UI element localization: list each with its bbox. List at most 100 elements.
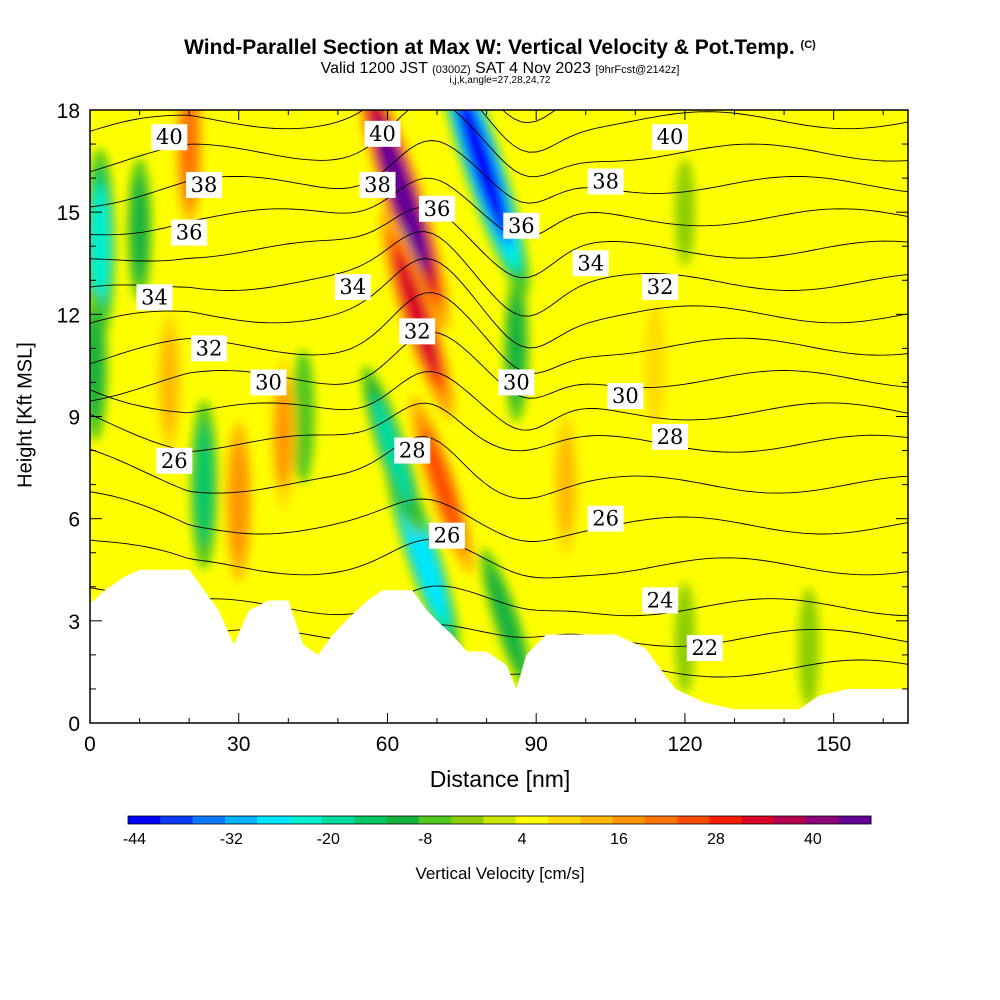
y-tick-label: 18	[57, 100, 80, 123]
svg-text:22: 22	[691, 636, 718, 660]
velocity-cell	[90, 310, 105, 421]
theta-contour	[90, 371, 908, 431]
contour-label: 30	[607, 383, 644, 410]
svg-text:38: 38	[191, 173, 218, 197]
colorbar-swatch	[806, 816, 840, 824]
theta-contour	[90, 206, 908, 279]
colorbar-swatch	[677, 816, 710, 824]
contour-label: 30	[250, 369, 287, 396]
colorbar-swatch	[774, 816, 807, 824]
svg-text:34: 34	[577, 251, 604, 275]
velocity-cell	[160, 330, 179, 435]
colorbar-swatch	[612, 816, 646, 824]
contour-label: 32	[642, 274, 679, 301]
x-tick-label: 0	[84, 733, 96, 756]
colorbar-swatch	[386, 816, 420, 824]
colorbar-swatch	[515, 816, 549, 824]
svg-text:34: 34	[141, 285, 168, 309]
contour-label: 24	[642, 587, 679, 614]
contour-label: 26	[428, 522, 465, 549]
contour-label: 32	[399, 318, 436, 345]
contour-label: 28	[652, 423, 689, 450]
contour-label: 22	[686, 635, 723, 662]
svg-text:26: 26	[592, 507, 619, 531]
colorbar-swatch	[192, 816, 226, 824]
velocity-cell	[644, 302, 667, 429]
colorbar-swatch	[160, 816, 194, 824]
svg-text:26: 26	[161, 449, 188, 473]
y-tick-label: 15	[57, 202, 80, 225]
contour-label: 28	[394, 437, 431, 464]
contour-label: 34	[572, 250, 609, 277]
chart-indices: i,j,k,angle=27,28,24,72	[449, 75, 551, 86]
svg-text:36: 36	[508, 214, 535, 238]
colorbar-tick-label: -44	[123, 831, 146, 848]
y-tick-label: 3	[68, 611, 80, 634]
svg-text:40: 40	[156, 125, 183, 149]
svg-text:30: 30	[612, 384, 639, 408]
svg-text:28: 28	[657, 425, 684, 449]
y-tick-label: 12	[57, 304, 80, 327]
theta-contour	[90, 538, 908, 579]
velocity-cell	[373, 396, 412, 505]
svg-text:32: 32	[404, 319, 431, 343]
colorbar-tick-label: 40	[804, 831, 822, 848]
theta-contour	[90, 110, 908, 178]
svg-text:28: 28	[399, 439, 426, 463]
x-tick-label: 30	[227, 733, 250, 756]
velocity-cell	[674, 158, 695, 266]
velocity-cell	[421, 428, 463, 541]
svg-text:32: 32	[196, 336, 223, 360]
svg-text:30: 30	[503, 370, 530, 394]
svg-text:40: 40	[369, 122, 396, 146]
colorbar-swatch	[224, 816, 258, 824]
theta-contour	[90, 585, 908, 617]
colorbar-swatch	[418, 816, 452, 824]
y-tick-label: 0	[68, 713, 80, 736]
contour-label: 40	[151, 124, 188, 151]
colorbar-swatch	[128, 816, 161, 824]
contour-label: 26	[156, 447, 193, 474]
contour-label: 30	[498, 369, 535, 396]
theta-contour	[90, 140, 908, 208]
svg-text:34: 34	[339, 275, 366, 299]
contour-label: 38	[359, 171, 396, 198]
contour-label: 26	[587, 505, 624, 532]
velocity-cell	[90, 184, 110, 309]
svg-text:36: 36	[176, 221, 203, 245]
velocity-cell	[395, 252, 440, 377]
colorbar-swatch	[483, 816, 517, 824]
theta-contour	[90, 402, 908, 453]
svg-text:30: 30	[255, 370, 282, 394]
x-tick-label: 60	[376, 733, 399, 756]
colorbar-swatch	[838, 816, 872, 824]
y-tick-label: 6	[68, 509, 80, 532]
svg-text:26: 26	[434, 524, 461, 548]
contour-label: 38	[587, 168, 624, 195]
contour-label: 38	[186, 171, 223, 198]
colorbar-swatch	[741, 816, 775, 824]
svg-text:32: 32	[647, 275, 674, 299]
contour-label: 40	[364, 120, 401, 147]
contour-label: 36	[171, 219, 208, 246]
colorbar-tick-label: -8	[418, 831, 432, 848]
velocity-cell	[487, 568, 526, 674]
contour-label: 36	[419, 195, 456, 222]
terrain-mask	[90, 569, 908, 723]
velocity-cell	[229, 443, 249, 560]
y-axis-label: Height [Kft MSL]	[14, 342, 37, 488]
colorbar-tick-label: -32	[220, 831, 243, 848]
colorbar-swatch	[257, 816, 291, 824]
theta-contour	[90, 258, 908, 349]
svg-text:38: 38	[364, 173, 391, 197]
colorbar-tick-label: 16	[610, 831, 628, 848]
velocity-cell	[376, 122, 429, 269]
theta-contour	[90, 177, 908, 238]
contour-label: 32	[190, 335, 227, 362]
theta-contour	[90, 436, 908, 500]
theta-contour	[90, 231, 908, 317]
svg-text:38: 38	[592, 170, 619, 194]
contour-label: 36	[503, 212, 540, 239]
